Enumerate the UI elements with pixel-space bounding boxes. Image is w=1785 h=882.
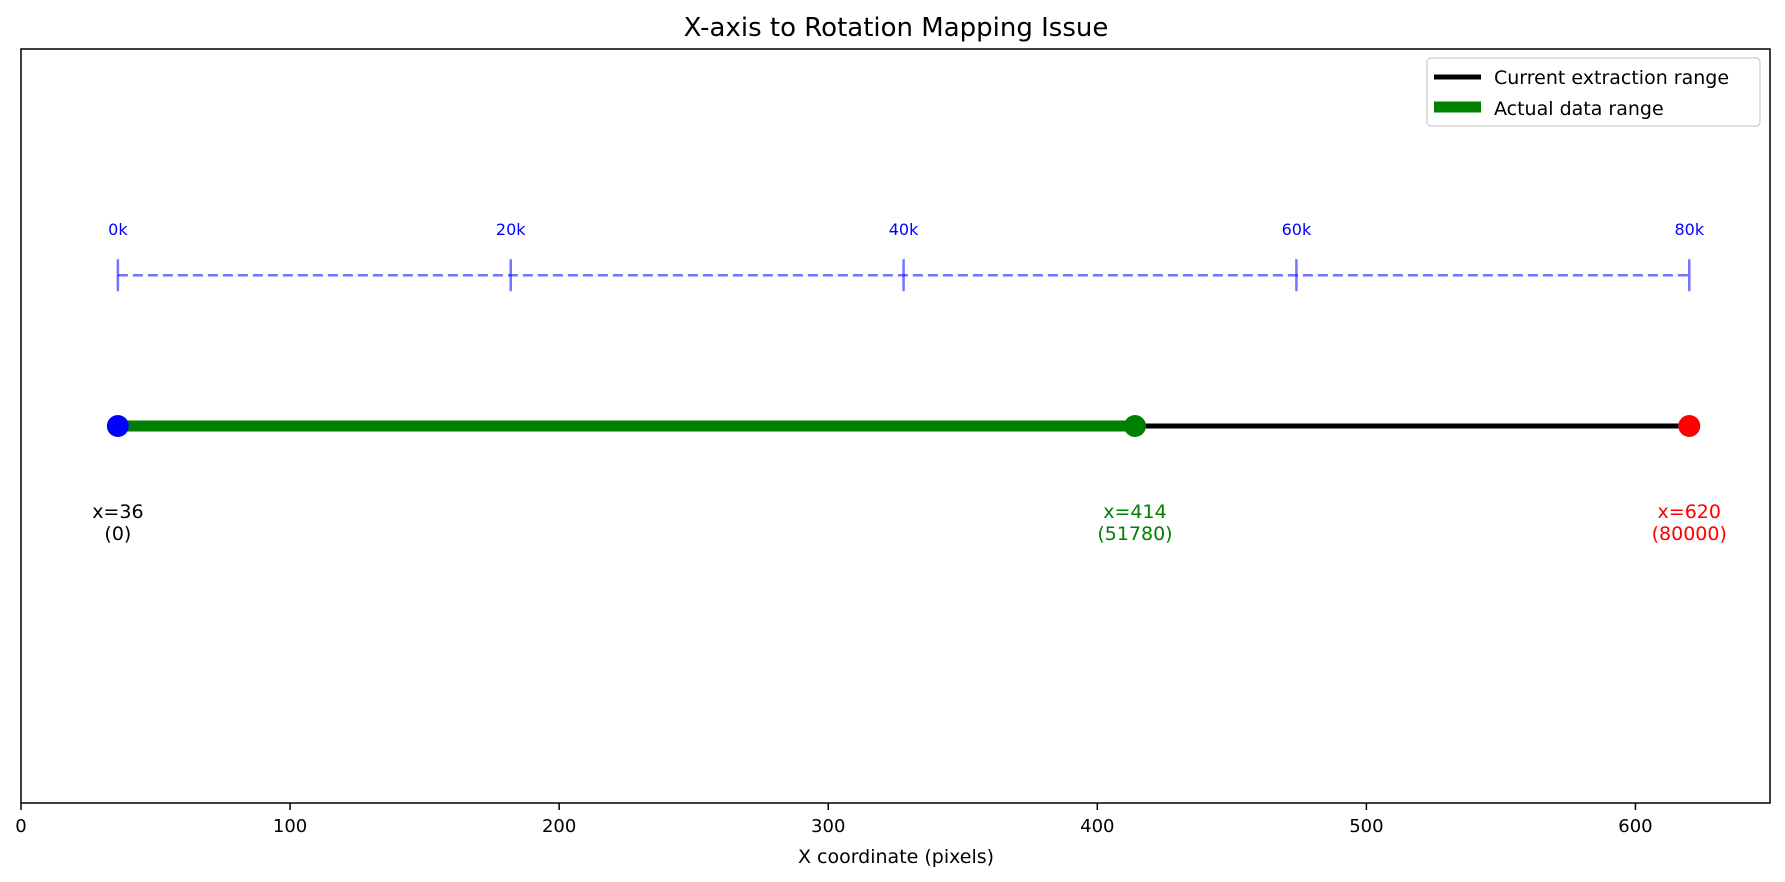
x-tick-label: 300 [811,816,845,837]
scale-tick-label: 20k [496,220,526,239]
legend-label-current: Current extraction range [1494,67,1729,89]
point-sublabel: (0) [104,523,131,545]
scale-tick-label: 0k [108,220,128,239]
plot-frame [20,48,1771,804]
point-label: x=36 [92,501,143,523]
x-tick-label: 0 [15,816,26,837]
legend-frame [1426,57,1761,127]
x-tick-label: 600 [1618,816,1652,837]
data-point [1123,415,1146,437]
x-tick-label: 100 [273,816,307,837]
chart-title: X-axis to Rotation Mapping Issue [684,13,1109,43]
scale-tick-label: 80k [1674,220,1704,239]
points-layer: x=36(0) x=414(51780) x=620(80000) [92,415,1727,545]
legend-label-actual: Actual data range [1494,98,1664,120]
x-axis: 0 100 200 300 400 500 600 [15,803,1653,837]
point-sublabel: (51780) [1097,523,1172,545]
rotation-scale: 0k 20k 40k 60k 80k [108,220,1705,292]
scale-tick-label: 40k [889,220,919,239]
x-axis-label: X coordinate (pixels) [798,846,994,868]
scale-tick-label: 60k [1282,220,1312,239]
data-point [106,415,129,437]
legend: Current extraction range Actual data ran… [1426,57,1761,127]
x-tick-label: 200 [542,816,576,837]
data-point [1678,415,1701,437]
point-sublabel: (80000) [1652,523,1727,545]
x-tick-label: 500 [1349,816,1383,837]
x-tick-label: 400 [1080,816,1114,837]
point-label: x=414 [1103,501,1166,523]
point-label: x=620 [1658,501,1721,523]
